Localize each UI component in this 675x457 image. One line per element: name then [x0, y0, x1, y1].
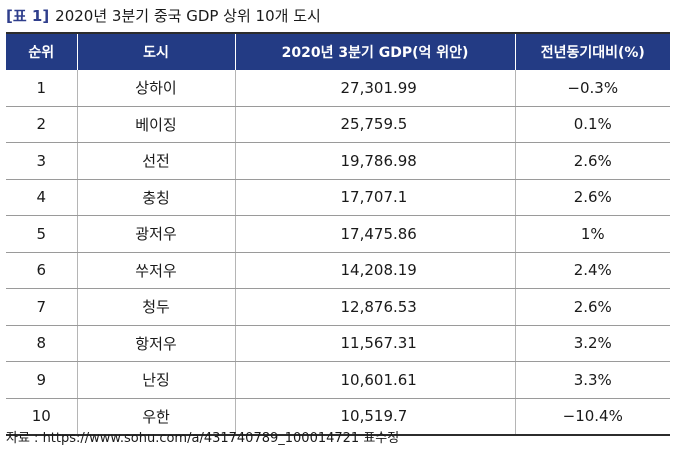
table-row: 5 광저우 17,475.86 1%	[6, 215, 670, 253]
cell-rank: 8	[6, 325, 78, 362]
gdp-table: 순위 도시 2020년 3분기 GDP(억 위안) 전년동기대비(%) 1 상하이…	[6, 34, 670, 436]
cell-city: 청두	[77, 288, 236, 326]
cell-change: 2.6%	[515, 142, 670, 180]
cell-gdp: 11,567.31	[235, 325, 516, 362]
header-gdp: 2020년 3분기 GDP(억 위안)	[235, 34, 516, 70]
table-row: 7 청두 12,876.53 2.6%	[6, 288, 670, 326]
cell-change: −0.3%	[515, 70, 670, 107]
header-row: 순위 도시 2020년 3분기 GDP(억 위안) 전년동기대비(%)	[6, 34, 670, 70]
table-row: 1 상하이 27,301.99 −0.3%	[6, 70, 670, 107]
cell-city: 선전	[77, 142, 236, 180]
cell-rank: 9	[6, 361, 78, 399]
cell-city: 우한	[77, 398, 236, 436]
cell-gdp: 17,475.86	[235, 215, 516, 253]
cell-gdp: 14,208.19	[235, 252, 516, 289]
cell-city: 충칭	[77, 179, 236, 216]
cell-rank: 6	[6, 252, 78, 289]
cell-gdp: 27,301.99	[235, 70, 516, 107]
cell-gdp: 17,707.1	[235, 179, 516, 216]
cell-gdp: 25,759.5	[235, 106, 516, 143]
cell-change: 3.2%	[515, 325, 670, 362]
table-title: 2020년 3분기 중국 GDP 상위 10개 도시	[55, 7, 321, 25]
table-number-tag: [표 1]	[6, 7, 50, 25]
header-change: 전년동기대비(%)	[515, 34, 670, 70]
table-top-rule	[6, 32, 670, 34]
cell-rank: 3	[6, 142, 78, 180]
cell-city: 상하이	[77, 70, 236, 107]
cell-change: 1%	[515, 215, 670, 253]
table-row: 2 베이징 25,759.5 0.1%	[6, 106, 670, 143]
cell-city: 광저우	[77, 215, 236, 253]
cell-city: 난징	[77, 361, 236, 399]
cell-rank: 5	[6, 215, 78, 253]
header-city: 도시	[77, 34, 236, 70]
table-row: 6 쑤저우 14,208.19 2.4%	[6, 252, 670, 289]
cell-change: 3.3%	[515, 361, 670, 399]
cell-rank: 7	[6, 288, 78, 326]
cell-change: 2.6%	[515, 179, 670, 216]
table-row: 3 선전 19,786.98 2.6%	[6, 142, 670, 180]
table-row: 8 항저우 11,567.31 3.2%	[6, 325, 670, 362]
table-caption: [표 1] 2020년 3분기 중국 GDP 상위 10개 도시	[6, 6, 321, 26]
cell-city: 쑤저우	[77, 252, 236, 289]
cell-rank: 4	[6, 179, 78, 216]
cell-change: 0.1%	[515, 106, 670, 143]
cell-change: 2.4%	[515, 252, 670, 289]
cell-rank: 2	[6, 106, 78, 143]
table-row: 4 충칭 17,707.1 2.6%	[6, 179, 670, 216]
cell-gdp: 10,601.61	[235, 361, 516, 399]
cell-city: 베이징	[77, 106, 236, 143]
cell-city: 항저우	[77, 325, 236, 362]
source-note: 자료 : https://www.sohu.com/a/431740789_10…	[6, 431, 400, 446]
cell-change: 2.6%	[515, 288, 670, 326]
table-header: 순위 도시 2020년 3분기 GDP(억 위안) 전년동기대비(%)	[6, 34, 670, 70]
cell-rank: 1	[6, 70, 78, 107]
cell-gdp: 19,786.98	[235, 142, 516, 180]
cell-gdp: 10,519.7	[235, 398, 516, 436]
cell-rank: 10	[6, 398, 78, 436]
cell-gdp: 12,876.53	[235, 288, 516, 326]
table-row: 10 우한 10,519.7 −10.4%	[6, 398, 670, 436]
table-row: 9 난징 10,601.61 3.3%	[6, 361, 670, 399]
cell-change: −10.4%	[515, 398, 670, 436]
header-rank: 순위	[6, 34, 78, 70]
table-body: 1 상하이 27,301.99 −0.3% 2 베이징 25,759.5 0.1% 3 선전 19,…	[6, 70, 670, 436]
